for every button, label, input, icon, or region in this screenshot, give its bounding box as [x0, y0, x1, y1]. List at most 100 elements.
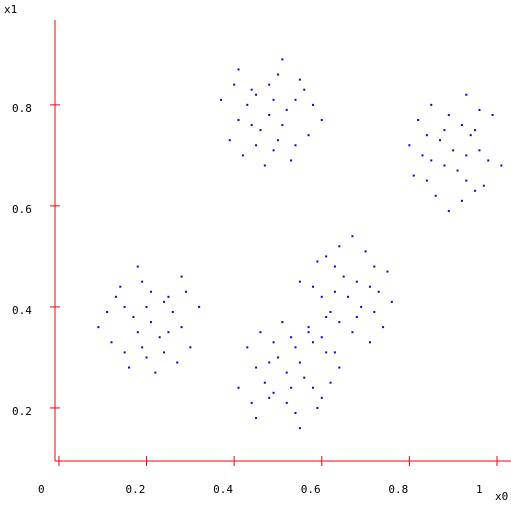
- point: [255, 417, 258, 420]
- point: [474, 129, 477, 132]
- x-tick-label: 0.6: [301, 483, 321, 496]
- point: [272, 149, 275, 152]
- point: [272, 391, 275, 394]
- point: [246, 346, 249, 349]
- point: [333, 290, 336, 293]
- point: [285, 401, 288, 404]
- point: [189, 346, 192, 349]
- point: [325, 316, 328, 319]
- point: [290, 336, 293, 339]
- point: [97, 326, 100, 329]
- point: [460, 199, 463, 202]
- point: [307, 331, 310, 334]
- point: [325, 351, 328, 354]
- point: [128, 366, 131, 369]
- point: [263, 164, 266, 167]
- point: [250, 88, 253, 91]
- point: [417, 119, 420, 122]
- point: [114, 295, 117, 298]
- point: [474, 189, 477, 192]
- point: [320, 396, 323, 399]
- point: [241, 154, 244, 157]
- point: [368, 341, 371, 344]
- point: [237, 119, 240, 122]
- point: [158, 336, 161, 339]
- point: [469, 134, 472, 137]
- point: [373, 265, 376, 268]
- point: [373, 310, 376, 313]
- point: [285, 108, 288, 111]
- point: [316, 406, 319, 409]
- y-tick-label: 0.6: [12, 203, 32, 216]
- point: [360, 305, 363, 308]
- y-tick-label: 0.2: [12, 405, 32, 418]
- point: [250, 124, 253, 127]
- point: [298, 361, 301, 364]
- point: [268, 83, 271, 86]
- point: [465, 93, 468, 96]
- point: [220, 98, 223, 101]
- point: [294, 98, 297, 101]
- point: [294, 346, 297, 349]
- point: [351, 235, 354, 238]
- point: [171, 310, 174, 313]
- point: [268, 113, 271, 116]
- point: [465, 179, 468, 182]
- point: [272, 341, 275, 344]
- point: [259, 331, 262, 334]
- point: [167, 295, 170, 298]
- point: [259, 129, 262, 132]
- point: [281, 321, 284, 324]
- point: [298, 427, 301, 430]
- point: [347, 295, 350, 298]
- point: [198, 305, 201, 308]
- point: [443, 129, 446, 132]
- point: [180, 326, 183, 329]
- point: [333, 351, 336, 354]
- point: [136, 265, 139, 268]
- point: [452, 149, 455, 152]
- point: [447, 113, 450, 116]
- point: [145, 356, 148, 359]
- point: [320, 336, 323, 339]
- point: [163, 351, 166, 354]
- point: [149, 290, 152, 293]
- point: [338, 321, 341, 324]
- point: [123, 305, 126, 308]
- point: [338, 245, 341, 248]
- point: [272, 98, 275, 101]
- point: [368, 285, 371, 288]
- point: [184, 290, 187, 293]
- point: [298, 280, 301, 283]
- x-tick-label: 1: [476, 483, 483, 496]
- point: [425, 179, 428, 182]
- point: [263, 381, 266, 384]
- point: [439, 139, 442, 142]
- point: [255, 144, 258, 147]
- point: [312, 386, 315, 389]
- point: [154, 371, 157, 374]
- point: [141, 346, 144, 349]
- point: [355, 280, 358, 283]
- point: [268, 361, 271, 364]
- point: [110, 341, 113, 344]
- point: [123, 351, 126, 354]
- point: [303, 88, 306, 91]
- point: [250, 401, 253, 404]
- point: [163, 300, 166, 303]
- point: [228, 139, 231, 142]
- point: [276, 356, 279, 359]
- point: [487, 159, 490, 162]
- point: [237, 68, 240, 71]
- point: [377, 290, 380, 293]
- point: [351, 331, 354, 334]
- point: [408, 144, 411, 147]
- point: [500, 164, 503, 167]
- point: [294, 144, 297, 147]
- point: [303, 376, 306, 379]
- point: [491, 113, 494, 116]
- point: [329, 381, 332, 384]
- point: [434, 194, 437, 197]
- point: [364, 250, 367, 253]
- point: [255, 366, 258, 369]
